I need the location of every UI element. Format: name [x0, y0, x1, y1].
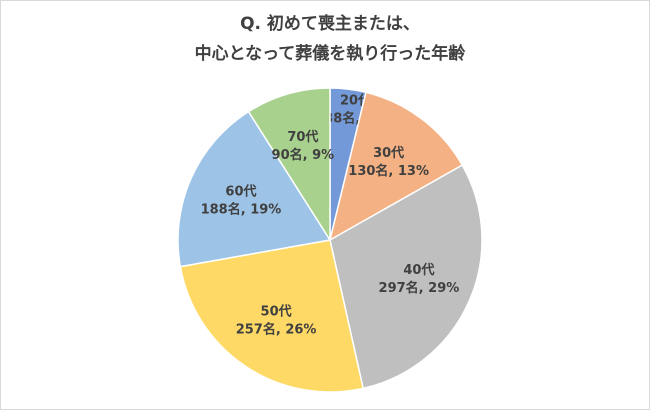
pie-slice — [177, 110, 332, 268]
slice-value-label: 297名, 29% — [379, 280, 460, 296]
chart-title: Q. 初めて喪主または、 — [240, 13, 420, 34]
pie-slice — [328, 91, 464, 242]
slice-category-label: 40代 — [403, 262, 434, 278]
pie-slice — [329, 164, 483, 390]
pie-slice — [179, 239, 365, 393]
slice-value-label: 90名, 9% — [272, 147, 335, 163]
slice-category-label: 50代 — [261, 303, 292, 319]
slice-value-label: 257名, 26% — [236, 321, 317, 337]
chart-title: 中心となって葬儀を執り行った年齢 — [195, 43, 467, 64]
slice-category-label: 30代 — [373, 145, 404, 161]
pie-slice — [247, 87, 331, 243]
slice-category-label: 70代 — [287, 129, 318, 145]
slice-value-label: 130名, 13% — [348, 163, 429, 179]
slice-category-label: 60代 — [225, 183, 256, 199]
slice-value-label: 188名, 19% — [201, 201, 282, 217]
